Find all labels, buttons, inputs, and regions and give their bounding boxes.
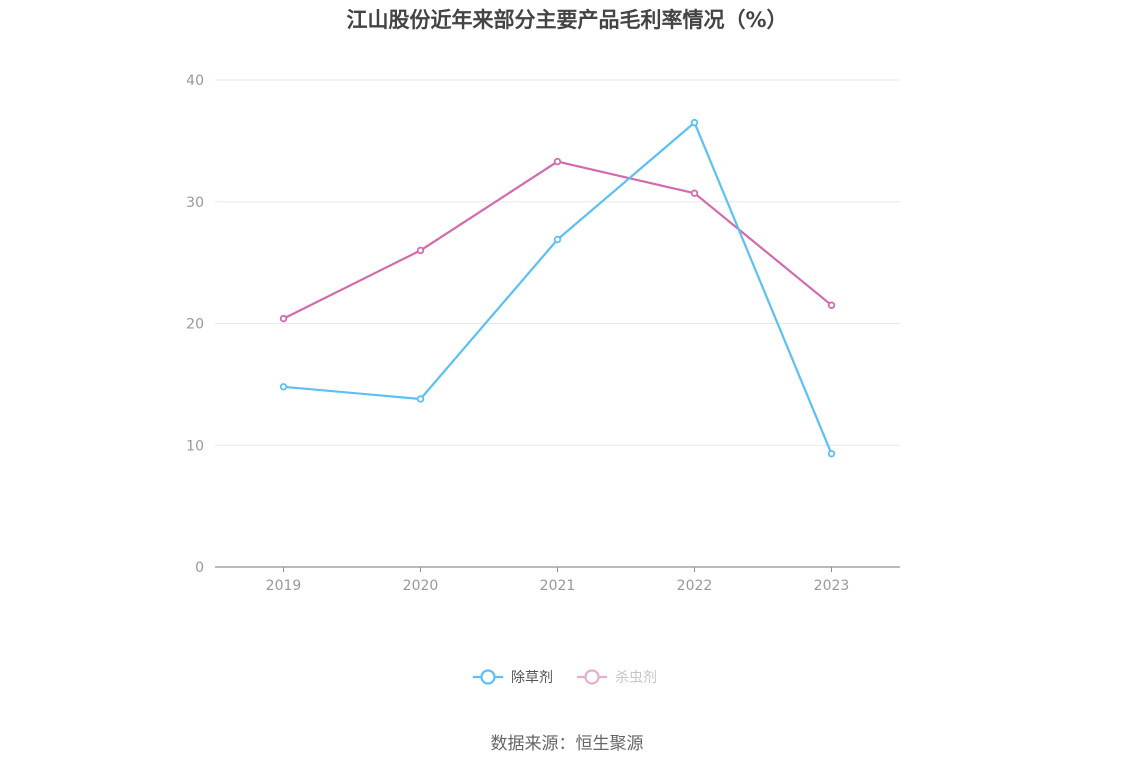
x-tick-label: 2021 [540, 578, 576, 594]
source-note: 数据来源：恒生聚源 [490, 734, 644, 754]
data-point [827, 450, 836, 458]
y-tick-label: 20 [186, 317, 204, 333]
data-point [827, 301, 836, 309]
legend-swatch-marker [480, 669, 496, 685]
x-tick-label: 2023 [814, 578, 850, 594]
data-point [416, 395, 425, 403]
series-1 [279, 118, 836, 458]
data-point [416, 246, 425, 255]
y-tick-label: 0 [195, 560, 204, 576]
chart-title: 江山股份近年来部分主要产品毛利率情况（%） [346, 8, 788, 32]
x-tick-label: 2022 [677, 578, 713, 594]
legend-label: 除草剂 [511, 670, 553, 686]
series-lines [279, 118, 836, 458]
data-point [553, 235, 562, 244]
legend-item-2: 杀虫剂 [577, 669, 657, 686]
data-point [279, 314, 288, 323]
data-point [690, 189, 699, 197]
x-tick-label: 2020 [403, 578, 439, 594]
grid-lines [215, 79, 900, 446]
legend-swatch-marker [584, 669, 600, 685]
y-tick-label: 40 [186, 73, 204, 89]
legend: 除草剂 杀虫剂 [473, 669, 657, 686]
series-line [283, 121, 833, 455]
data-point [690, 118, 699, 127]
data-point [553, 157, 562, 166]
y-tick-label: 10 [186, 438, 204, 454]
legend-item-1: 除草剂 [473, 669, 553, 686]
legend-label: 杀虫剂 [615, 670, 657, 686]
y-tick-label: 30 [186, 195, 204, 211]
x-tick-label: 2019 [266, 578, 302, 594]
axes: 0 10 20 30 40 2019 2020 2021 2022 2023 [186, 73, 900, 594]
data-point [279, 383, 288, 391]
